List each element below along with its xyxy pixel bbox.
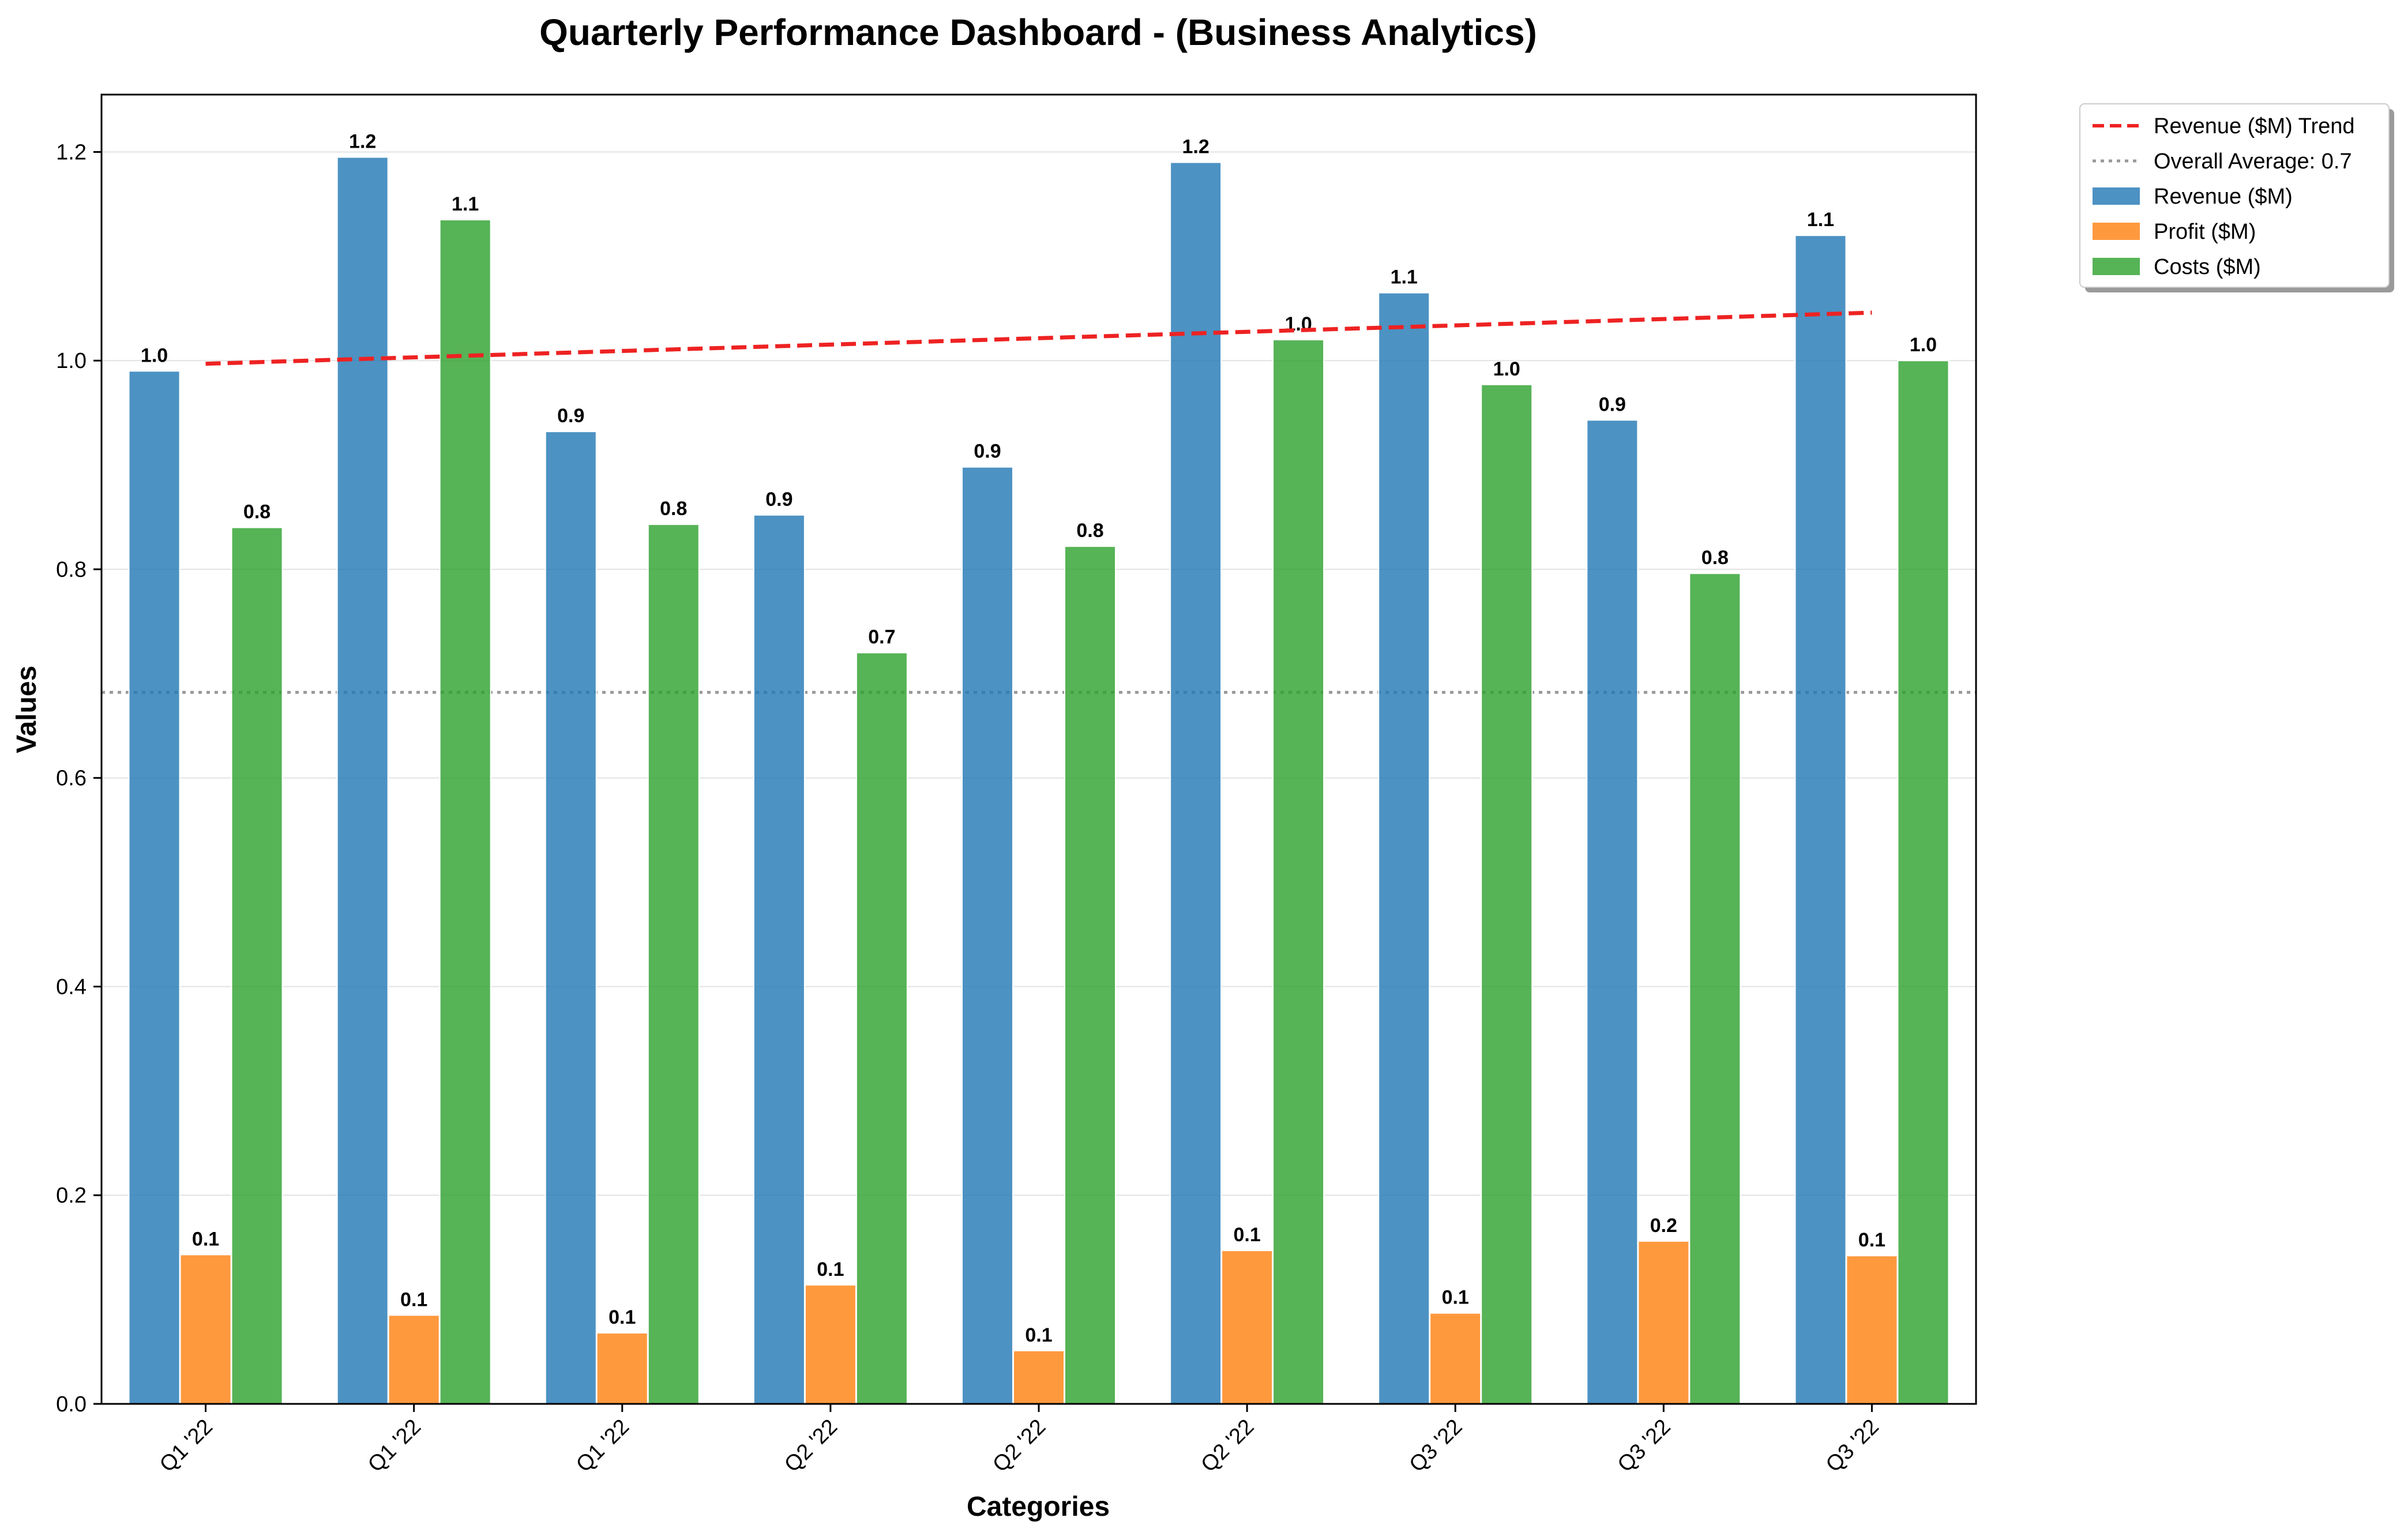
- data-labels: 1.0 1.2 0.9 0.9 0.9 1.2 1.1 0.9 1.1 0.1 0.1 0.1 0.1 0…: [141, 131, 1937, 1346]
- bar-costs: [1689, 573, 1741, 1404]
- data-label: 1.0: [1493, 358, 1520, 380]
- y-tick-label: 0.8: [56, 558, 87, 582]
- revenue-trend-line: [205, 310, 1872, 366]
- legend: Revenue ($M) Trend Overall Average: 0.7 Re…: [2079, 103, 2394, 292]
- x-tick-label: Q1 '22: [363, 1415, 426, 1477]
- x-tick-label: Q1 '22: [572, 1415, 634, 1477]
- bar-revenue: [128, 370, 181, 1404]
- bar-revenue: [336, 156, 389, 1405]
- data-label: 1.1: [452, 193, 479, 215]
- legend-entry: Overall Average: 0.7: [2154, 149, 2352, 174]
- y-tick-label: 0.4: [56, 975, 87, 999]
- bar-profit: [804, 1284, 857, 1404]
- x-tick-label: Q1 '22: [155, 1415, 217, 1477]
- x-tick-label: Q2 '22: [780, 1415, 842, 1477]
- data-label: 1.1: [1807, 209, 1834, 231]
- bar-revenue: [1170, 161, 1222, 1404]
- chart-title: Quarterly Performance Dashboard - (Busin…: [539, 12, 1537, 53]
- bar-revenue: [1586, 419, 1639, 1404]
- data-label: 0.1: [1442, 1287, 1469, 1309]
- trend-line: [205, 310, 1872, 366]
- bar-profit: [1013, 1350, 1065, 1404]
- x-tick-label: Q3 '22: [1613, 1415, 1676, 1477]
- data-label: 0.1: [1233, 1224, 1260, 1246]
- bar-revenue: [544, 431, 597, 1404]
- legend-entry: Costs ($M): [2154, 255, 2261, 279]
- data-label: 0.1: [400, 1289, 427, 1310]
- bar-profit: [596, 1332, 648, 1404]
- x-tick-label: Q3 '22: [1405, 1415, 1467, 1477]
- y-axis-ticks: 0.0 0.2 0.4 0.6 0.8 1.0 1.2: [56, 140, 102, 1417]
- legend-swatch: [2093, 223, 2140, 240]
- gridlines: [102, 151, 1976, 1404]
- data-label: 1.0: [141, 344, 168, 366]
- data-label: 1.2: [1182, 136, 1209, 158]
- bar-revenue: [1794, 235, 1847, 1405]
- legend-swatch: [2093, 258, 2140, 275]
- y-tick-label: 1.0: [56, 349, 87, 373]
- x-tick-label: Q3 '22: [1821, 1415, 1884, 1477]
- data-label: 0.9: [765, 489, 792, 510]
- y-axis-label: Values: [12, 666, 42, 753]
- bar-profit: [1846, 1255, 1898, 1404]
- bar-profit: [388, 1314, 440, 1404]
- data-label: 0.1: [1025, 1324, 1052, 1346]
- y-tick-label: 1.2: [56, 140, 87, 164]
- x-axis-ticks: Q1 '22 Q1 '22 Q1 '22 Q2 '22 Q2 '22 Q2 '22 Q3 '…: [155, 1404, 1884, 1477]
- data-label: 0.8: [1076, 520, 1103, 542]
- legend-entry: Revenue ($M): [2154, 185, 2293, 209]
- bar-profit: [179, 1254, 232, 1405]
- bar-costs: [647, 524, 700, 1404]
- data-label: 0.1: [817, 1259, 844, 1280]
- bar-costs: [1272, 339, 1325, 1404]
- data-label: 0.2: [1650, 1215, 1677, 1237]
- data-label: 1.0: [1910, 334, 1937, 356]
- legend-box: [2079, 103, 2390, 288]
- bar-revenue: [1378, 292, 1430, 1405]
- bars: [128, 156, 1950, 1405]
- bar-costs: [1064, 546, 1116, 1404]
- bar-costs: [439, 219, 491, 1405]
- data-label: 0.1: [1858, 1229, 1885, 1251]
- bar-costs: [231, 527, 283, 1404]
- data-label: 0.9: [1599, 393, 1626, 415]
- bar-profit: [1221, 1250, 1274, 1405]
- bar-revenue: [961, 466, 1013, 1404]
- data-label: 0.8: [243, 501, 271, 523]
- x-tick-label: Q2 '22: [988, 1415, 1050, 1477]
- data-label: 0.7: [868, 626, 895, 648]
- legend-swatch: [2093, 187, 2140, 205]
- bar-profit: [1429, 1312, 1482, 1404]
- y-tick-label: 0.6: [56, 767, 87, 791]
- bar-costs: [855, 652, 908, 1404]
- bar-costs: [1481, 384, 1533, 1404]
- data-label: 0.1: [192, 1228, 219, 1250]
- data-label: 0.9: [557, 405, 584, 427]
- data-label: 1.2: [349, 131, 376, 153]
- x-axis-label: Categories: [967, 1492, 1110, 1522]
- data-label: 0.9: [974, 441, 1001, 463]
- data-label: 1.1: [1391, 266, 1418, 288]
- bar-costs: [1897, 360, 1950, 1404]
- bar-revenue: [753, 514, 805, 1404]
- legend-entry: Profit ($M): [2154, 220, 2256, 244]
- y-tick-label: 0.2: [56, 1184, 87, 1208]
- y-tick-label: 0.0: [56, 1392, 87, 1417]
- data-label: 0.1: [608, 1306, 636, 1328]
- data-label: 0.8: [1701, 547, 1729, 569]
- x-tick-label: Q2 '22: [1196, 1415, 1259, 1477]
- legend-entry: Revenue ($M) Trend: [2154, 114, 2355, 138]
- bar-profit: [1637, 1240, 1690, 1405]
- data-label: 0.8: [660, 498, 687, 520]
